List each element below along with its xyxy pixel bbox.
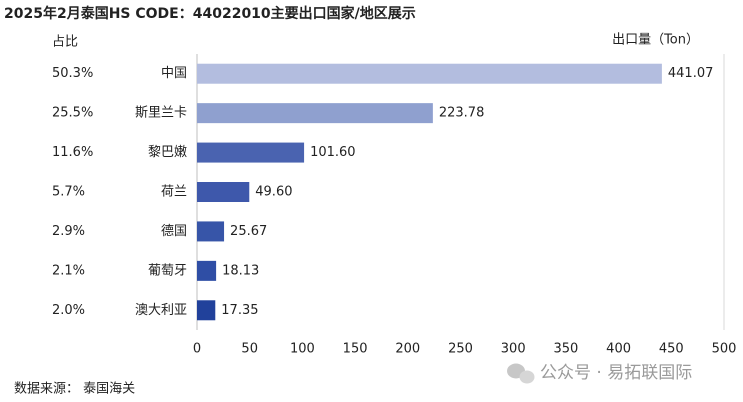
value-label: 25.67 <box>230 224 267 239</box>
x-tick-label: 0 <box>193 342 201 357</box>
share-label: 11.6% <box>52 145 93 160</box>
share-label: 25.5% <box>52 106 93 121</box>
bar <box>197 260 217 281</box>
share-label: 5.7% <box>52 185 85 200</box>
y-tick-label: 中国 <box>161 66 187 81</box>
axis-label: 出口量（Ton） <box>612 33 699 48</box>
x-tick-label: 450 <box>659 342 684 357</box>
y-tick-label: 澳大利亚 <box>135 302 187 318</box>
bar <box>197 103 433 124</box>
bar <box>197 300 216 321</box>
x-tick-label: 350 <box>553 342 578 357</box>
share-label: 2.0% <box>52 303 85 318</box>
bar <box>197 182 250 202</box>
share-label: 2.9% <box>52 224 85 239</box>
x-tick-label: 50 <box>241 342 258 357</box>
y-tick-label: 斯里兰卡 <box>135 106 187 121</box>
value-label: 101.60 <box>310 145 356 160</box>
y-tick-label: 德国 <box>161 224 187 239</box>
value-label: 49.60 <box>255 185 292 200</box>
y-tick-label: 荷兰 <box>161 185 187 200</box>
chart-title: 2025年2月泰国HS CODE：44022010主要出口国家/地区展示 <box>4 5 416 22</box>
x-tick-label: 200 <box>395 342 420 357</box>
x-tick-label: 500 <box>712 342 737 357</box>
x-tick-label: 400 <box>606 342 631 357</box>
bar <box>197 142 305 163</box>
x-tick-label: 250 <box>448 342 473 357</box>
value-label: 441.07 <box>668 66 714 81</box>
value-label: 223.78 <box>439 106 485 121</box>
value-label: 17.35 <box>221 303 258 318</box>
y-tick-label: 黎巴嫩 <box>148 145 187 160</box>
bar <box>197 63 662 84</box>
watermark: 公众号 · 易拓联国际 <box>540 363 692 383</box>
x-tick-label: 100 <box>290 342 315 357</box>
value-label: 18.13 <box>222 263 259 278</box>
x-tick-label: 150 <box>343 342 368 357</box>
share-label: 2.1% <box>52 263 85 278</box>
source: 数据来源： 泰国海关 <box>14 382 135 397</box>
share-label: 50.3% <box>52 66 93 81</box>
y-tick-label: 葡萄牙 <box>148 263 187 278</box>
watermark-icon <box>507 363 535 384</box>
bar <box>197 221 225 242</box>
share-header: 占比 <box>52 35 78 50</box>
x-tick-label: 300 <box>501 342 526 357</box>
